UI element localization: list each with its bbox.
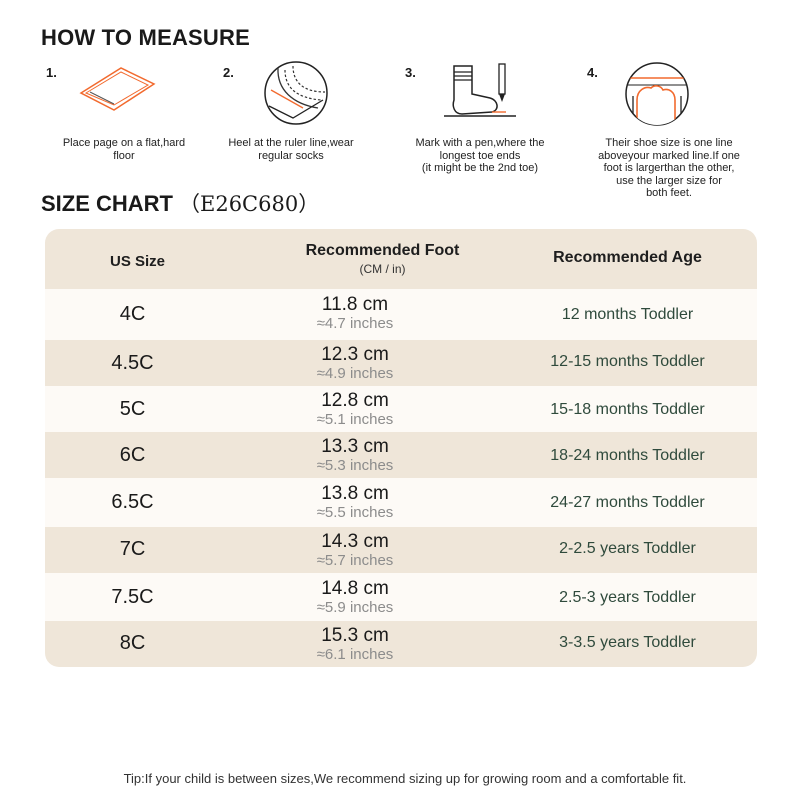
foot-length-cell: 15.3 cm ≈6.1 inches: [316, 625, 394, 664]
step-number: 2.: [223, 65, 234, 80]
foot-length-cell: 14.3 cm ≈5.7 inches: [316, 531, 394, 570]
age-cell: 18-24 months Toddler: [550, 447, 705, 464]
age-cell: 15-18 months Toddler: [550, 401, 705, 418]
paper-on-floor-icon: [79, 67, 156, 111]
foot-length-cell: 12.3 cm ≈4.9 inches: [316, 344, 394, 383]
model-code: （E26C680）: [179, 192, 320, 216]
step-number: 4.: [587, 65, 598, 80]
table-header: US Size Recommended Foot (CM / in) Recom…: [45, 229, 757, 289]
header-recommended-age: Recommended Age: [553, 249, 702, 266]
foot-length-cell: 11.8 cm ≈4.7 inches: [316, 294, 394, 333]
step-caption: Their shoe size is one line aboveyour ma…: [598, 137, 740, 199]
header-units: (CM / in): [359, 262, 406, 276]
size-cell: 6.5C: [111, 491, 154, 513]
header-recommended-foot: Recommended Foot (CM / in): [230, 242, 535, 276]
sizing-tip: Tip:If your child is between sizes,We re…: [123, 771, 687, 786]
table-row: 6C 13.3 cm ≈5.3 inches 18-24 months Todd…: [45, 432, 757, 478]
age-cell: 2.5-3 years Toddler: [559, 589, 696, 606]
step-number: 1.: [46, 65, 57, 80]
step-number: 3.: [405, 65, 416, 80]
step-caption: Heel at the ruler line,wear regular sock…: [228, 137, 354, 162]
age-cell: 24-27 months Toddler: [550, 494, 705, 511]
age-cell: 12-15 months Toddler: [550, 353, 705, 370]
size-cell: 7C: [119, 538, 146, 560]
how-to-measure-title: HOW TO MEASURE: [41, 25, 250, 50]
age-cell: 12 months Toddler: [561, 306, 694, 323]
size-cell: 4.5C: [111, 352, 154, 374]
age-cell: 3-3.5 years Toddler: [559, 634, 696, 651]
foot-length-cell: 13.3 cm ≈5.3 inches: [316, 436, 394, 475]
size-cell: 4C: [119, 303, 146, 325]
size-chart-title: SIZE CHART （E26C680）: [41, 191, 320, 216]
table-row: 7C 14.3 cm ≈5.7 inches 2-2.5 years Toddl…: [45, 527, 757, 573]
foot-length-cell: 14.8 cm ≈5.9 inches: [316, 578, 394, 617]
table-row: 7.5C 14.8 cm ≈5.9 inches 2.5-3 years Tod…: [45, 573, 757, 621]
toe-line-icon: [625, 62, 689, 126]
table-row: 5C 12.8 cm ≈5.1 inches 15-18 months Todd…: [45, 386, 757, 432]
age-cell: 2-2.5 years Toddler: [559, 540, 696, 557]
size-cell: 5C: [119, 398, 146, 420]
table-row: 8C 15.3 cm ≈6.1 inches 3-3.5 years Toddl…: [45, 621, 757, 667]
step-caption: Place page on a flat,hard floor: [62, 137, 186, 162]
sock-and-pen-icon: [444, 63, 516, 117]
step-caption: Mark with a pen,where the longest toe en…: [415, 137, 545, 174]
table-row: 4C 11.8 cm ≈4.7 inches 12 months Toddler: [45, 289, 757, 340]
heel-on-ruler-icon: [264, 61, 328, 125]
size-cell: 6C: [119, 444, 146, 466]
table-row: 4.5C 12.3 cm ≈4.9 inches 12-15 months To…: [45, 340, 757, 386]
size-cell: 8C: [119, 632, 146, 654]
size-cell: 7.5C: [111, 586, 154, 608]
size-chart-table: US Size Recommended Foot (CM / in) Recom…: [45, 229, 757, 667]
header-us-size: US Size: [109, 253, 166, 270]
foot-length-cell: 13.8 cm ≈5.5 inches: [316, 483, 394, 522]
foot-length-cell: 12.8 cm ≈5.1 inches: [316, 390, 394, 429]
table-row: 6.5C 13.8 cm ≈5.5 inches 24-27 months To…: [45, 478, 757, 527]
